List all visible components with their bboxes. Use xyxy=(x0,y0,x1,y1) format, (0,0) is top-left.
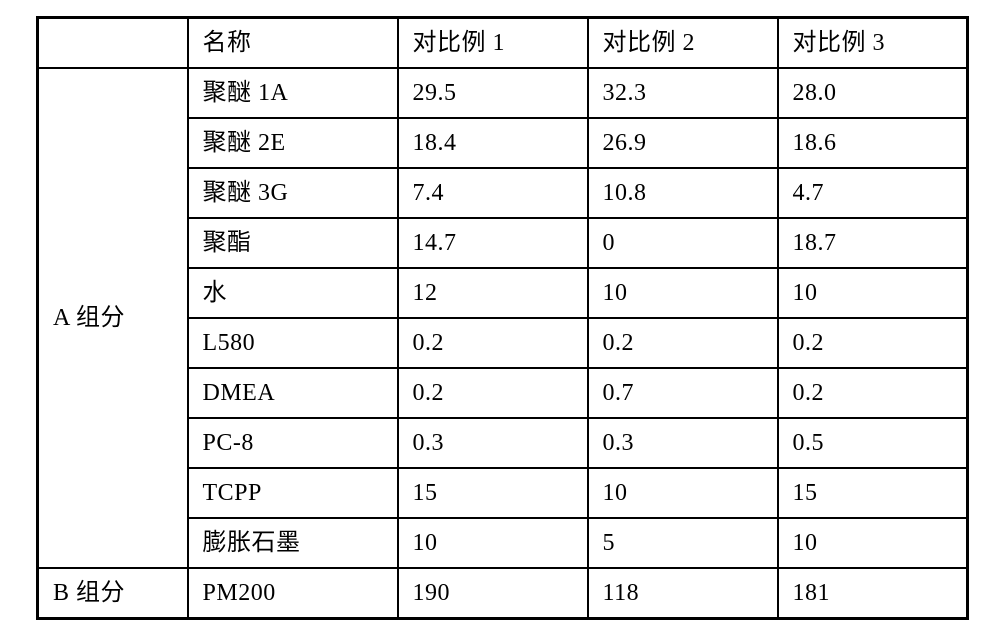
cell-c2: 0 xyxy=(588,218,778,268)
cell-c2: 10.8 xyxy=(588,168,778,218)
col-header-c3: 对比例 3 xyxy=(778,18,968,69)
cell-name: L580 xyxy=(188,318,398,368)
cell-c3: 181 xyxy=(778,568,968,619)
group-b-label: B 组分 xyxy=(38,568,188,619)
cell-c3: 0.2 xyxy=(778,368,968,418)
cell-c2: 0.2 xyxy=(588,318,778,368)
cell-c1: 14.7 xyxy=(398,218,588,268)
cell-c2: 10 xyxy=(588,468,778,518)
cell-c1: 0.3 xyxy=(398,418,588,468)
cell-c3: 28.0 xyxy=(778,68,968,118)
cell-name: 聚酯 xyxy=(188,218,398,268)
group-a-label: A 组分 xyxy=(38,68,188,568)
table-header-row: 名称 对比例 1 对比例 2 对比例 3 xyxy=(38,18,968,69)
cell-c3: 15 xyxy=(778,468,968,518)
cell-c3: 10 xyxy=(778,518,968,568)
cell-c3: 4.7 xyxy=(778,168,968,218)
col-header-name: 名称 xyxy=(188,18,398,69)
cell-c2: 0.7 xyxy=(588,368,778,418)
cell-c1: 12 xyxy=(398,268,588,318)
cell-c3: 10 xyxy=(778,268,968,318)
cell-c3: 0.2 xyxy=(778,318,968,368)
cell-c1: 7.4 xyxy=(398,168,588,218)
cell-name: TCPP xyxy=(188,468,398,518)
cell-c2: 118 xyxy=(588,568,778,619)
cell-c3: 18.7 xyxy=(778,218,968,268)
cell-name: 聚醚 2E xyxy=(188,118,398,168)
cell-name: PM200 xyxy=(188,568,398,619)
cell-name: 水 xyxy=(188,268,398,318)
cell-name: DMEA xyxy=(188,368,398,418)
cell-name: 聚醚 1A xyxy=(188,68,398,118)
cell-c3: 0.5 xyxy=(778,418,968,468)
cell-c2: 32.3 xyxy=(588,68,778,118)
cell-c2: 26.9 xyxy=(588,118,778,168)
cell-name: 聚醚 3G xyxy=(188,168,398,218)
col-header-group xyxy=(38,18,188,69)
col-header-c1: 对比例 1 xyxy=(398,18,588,69)
cell-c3: 18.6 xyxy=(778,118,968,168)
cell-c1: 18.4 xyxy=(398,118,588,168)
cell-c2: 5 xyxy=(588,518,778,568)
data-table: 名称 对比例 1 对比例 2 对比例 3 A 组分 聚醚 1A 29.5 32.… xyxy=(36,16,969,620)
cell-c1: 0.2 xyxy=(398,368,588,418)
col-header-c2: 对比例 2 xyxy=(588,18,778,69)
cell-c1: 190 xyxy=(398,568,588,619)
cell-c1: 15 xyxy=(398,468,588,518)
page: 名称 对比例 1 对比例 2 对比例 3 A 组分 聚醚 1A 29.5 32.… xyxy=(0,0,1000,506)
cell-c2: 10 xyxy=(588,268,778,318)
cell-name: 膨胀石墨 xyxy=(188,518,398,568)
cell-c1: 0.2 xyxy=(398,318,588,368)
table-row: A 组分 聚醚 1A 29.5 32.3 28.0 xyxy=(38,68,968,118)
table-row: B 组分 PM200 190 118 181 xyxy=(38,568,968,619)
cell-name: PC-8 xyxy=(188,418,398,468)
cell-c1: 10 xyxy=(398,518,588,568)
cell-c2: 0.3 xyxy=(588,418,778,468)
cell-c1: 29.5 xyxy=(398,68,588,118)
